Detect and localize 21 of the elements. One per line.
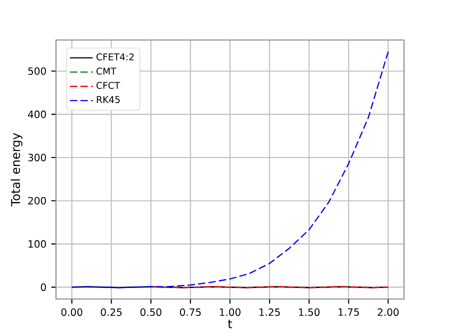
y-tick-label: 500 — [28, 67, 46, 75]
legend-label: CFET4:2 — [96, 53, 134, 60]
x-tick-label: 0.25 — [100, 308, 122, 316]
y-axis-title: Total energy — [10, 133, 22, 206]
x-tick-label: 1.25 — [260, 308, 280, 316]
y-tick-label: 200 — [28, 196, 46, 205]
x-tick-label: 1.75 — [338, 308, 359, 316]
y-tick-label: 100 — [28, 240, 46, 248]
legend-label: CFCT — [96, 82, 120, 89]
y-tick-label: 0 — [40, 283, 46, 291]
x-tick-label: 0.00 — [61, 308, 82, 316]
x-tick-label: 1.00 — [220, 308, 240, 316]
legend-label: CMT — [96, 68, 116, 75]
x-axis-title: t — [228, 320, 232, 328]
y-tick-label: 300 — [28, 154, 46, 162]
legend-label: RK45 — [96, 96, 120, 104]
x-tick-label: 0.75 — [180, 308, 201, 316]
x-tick-label: 2.00 — [378, 308, 399, 316]
y-tick-label: 400 — [28, 110, 46, 118]
x-tick-label: 0.50 — [140, 308, 162, 316]
x-tick-label: 1.50 — [299, 308, 320, 316]
